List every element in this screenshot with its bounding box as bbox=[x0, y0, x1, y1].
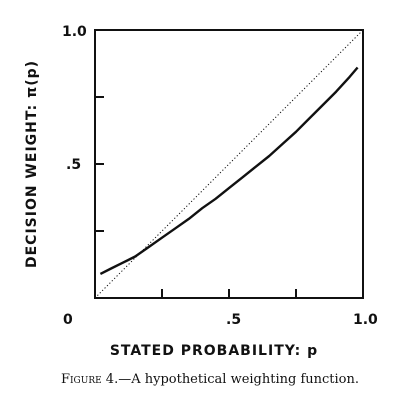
y-tick-label-mid: .5 bbox=[66, 157, 81, 173]
weighting-function-line bbox=[99, 66, 359, 275]
x-tick-label-zero: 0 bbox=[63, 312, 73, 328]
x-tick-label-end: 1.0 bbox=[353, 312, 378, 328]
x-axis-title: STATED PROBABILITY: p bbox=[110, 343, 318, 359]
caption-text: —A hypothetical weighting function. bbox=[118, 372, 360, 387]
axis-ticks bbox=[95, 96, 297, 298]
figure-label: Figure 4. bbox=[60, 372, 119, 387]
series-layer bbox=[94, 29, 364, 299]
x-tick-label-mid: .5 bbox=[226, 312, 241, 328]
y-axis-title: DECISION WEIGHT: π(p) bbox=[24, 60, 40, 268]
figure-caption: Figure 4.—A hypothetical weighting funct… bbox=[0, 372, 420, 387]
y-tick-label-top: 1.0 bbox=[62, 24, 87, 40]
